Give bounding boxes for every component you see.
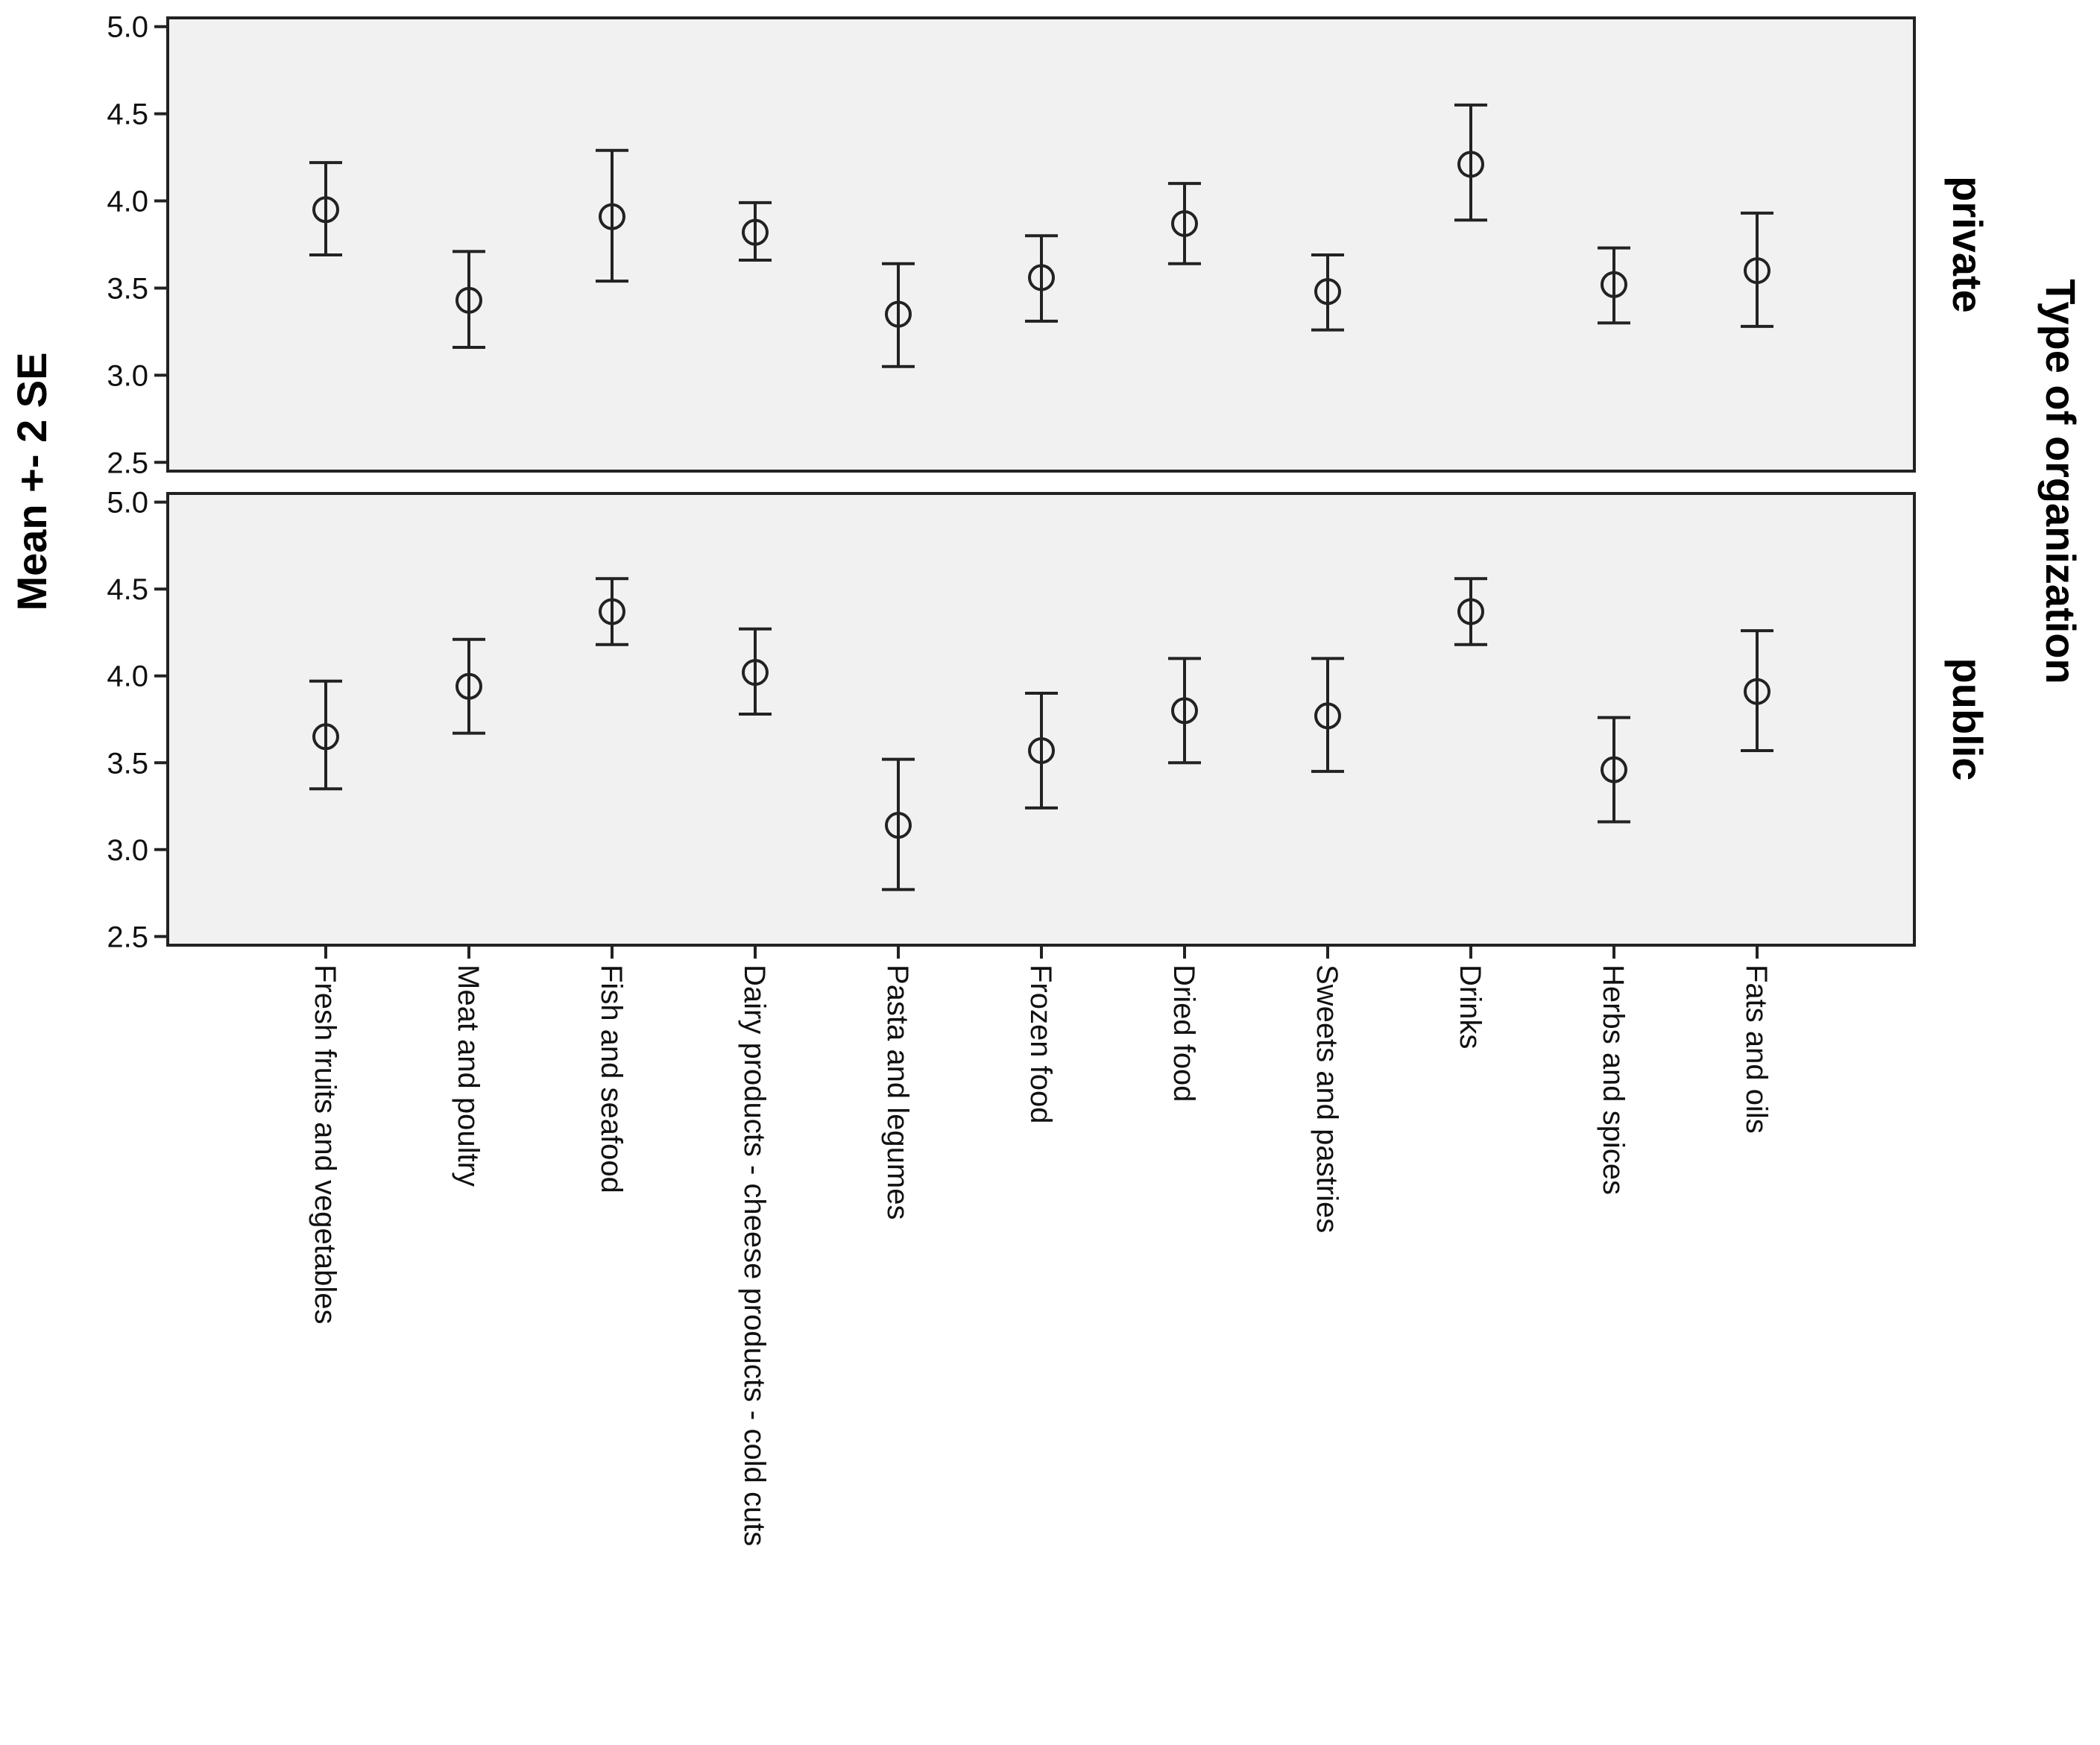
- mean-point: [599, 203, 625, 230]
- error-bar: [1598, 716, 1630, 824]
- error-bar: [882, 262, 915, 368]
- category-label: Dried food: [1167, 965, 1200, 1102]
- error-bar: [739, 201, 772, 262]
- mean-point: [312, 196, 339, 224]
- mean-point: [1171, 697, 1198, 725]
- error-bar: [1168, 182, 1201, 265]
- mean-point: [1601, 756, 1627, 783]
- panel-public: 2.5 3.0 3.5 4.0 4.5 5.0 public: [107, 487, 1991, 954]
- category-label: Sweets and pastries: [1311, 965, 1343, 1233]
- y-tick-label: 4.5: [107, 98, 148, 131]
- category-label: Drinks: [1454, 965, 1486, 1049]
- error-bar: [596, 148, 628, 283]
- error-bar: [453, 250, 485, 349]
- error-bar: [1741, 629, 1773, 752]
- category-label: Herbs and spices: [1597, 965, 1630, 1195]
- mean-point: [455, 286, 482, 314]
- panel-private: 2.5 3.0 3.5 4.0 4.5 5.0 private: [107, 11, 1991, 480]
- category-label: Dairy products - cheese products - cold …: [738, 965, 771, 1546]
- y-tick-label: 3.0: [107, 359, 148, 392]
- mean-point: [599, 598, 625, 625]
- category-label: Frozen food: [1024, 965, 1057, 1123]
- mean-point: [885, 300, 912, 328]
- error-bar: [1741, 211, 1773, 328]
- error-bar: [1311, 253, 1344, 332]
- category-label: Fresh fruits and vegetables: [309, 965, 341, 1324]
- facet-label-private: private: [1944, 176, 1991, 313]
- mean-point: [1457, 151, 1484, 178]
- mean-point: [1314, 702, 1341, 730]
- y-axis-title: Mean +- 2 SE: [8, 352, 55, 610]
- error-bar: [453, 637, 485, 735]
- category-label: Fish and seafood: [595, 965, 628, 1193]
- panels-layer: 2.5 3.0 3.5 4.0 4.5 5.0 private 2.5 3.0 3.5 4.0 4.5…: [107, 11, 1991, 954]
- facet-label-public: public: [1944, 658, 1991, 781]
- y-tick-label: 4.0: [107, 186, 148, 218]
- category-label: Pasta and legumes: [881, 965, 914, 1219]
- category-label: Fats and oils: [1740, 965, 1773, 1134]
- category-label: Meat and poultry: [452, 965, 485, 1187]
- y-tick-label: 3.5: [107, 747, 148, 780]
- category-labels: Fresh fruits and vegetables Meat and poul…: [309, 945, 1773, 1546]
- y-tick-label: 2.5: [107, 921, 148, 953]
- mean-point: [1028, 264, 1055, 291]
- mean-point: [1601, 271, 1627, 298]
- error-bar: [882, 757, 915, 892]
- mean-point: [1171, 209, 1198, 237]
- error-bar: [309, 679, 342, 791]
- mean-point: [1314, 278, 1341, 306]
- mean-point: [1744, 257, 1771, 285]
- mean-point: [1457, 598, 1484, 625]
- y-tick-label: 2.5: [107, 446, 148, 479]
- mean-point: [885, 812, 912, 839]
- error-bar: [1454, 103, 1487, 222]
- mean-point: [742, 218, 769, 246]
- y-tick-label: 4.0: [107, 660, 148, 693]
- mean-point: [1744, 678, 1771, 705]
- error-bar: [309, 161, 342, 257]
- error-bar: [739, 627, 772, 716]
- error-bar: [1025, 234, 1058, 323]
- mean-point: [312, 723, 339, 751]
- facet-title: Type of organization: [2037, 279, 2084, 684]
- mean-point: [1028, 736, 1055, 764]
- mean-point: [742, 659, 769, 687]
- error-bar: [1025, 692, 1058, 810]
- y-tick-label: 3.0: [107, 834, 148, 867]
- error-bar: [1598, 246, 1630, 325]
- error-bar: [1454, 577, 1487, 646]
- error-bar: [1311, 657, 1344, 773]
- y-tick-label: 5.0: [107, 487, 148, 520]
- y-tick-label: 4.5: [107, 573, 148, 606]
- error-bar: [1168, 657, 1201, 765]
- y-tick-label: 3.5: [107, 272, 148, 305]
- mean-point: [455, 672, 482, 700]
- y-tick-label: 5.0: [107, 11, 148, 44]
- error-bar: [596, 577, 628, 646]
